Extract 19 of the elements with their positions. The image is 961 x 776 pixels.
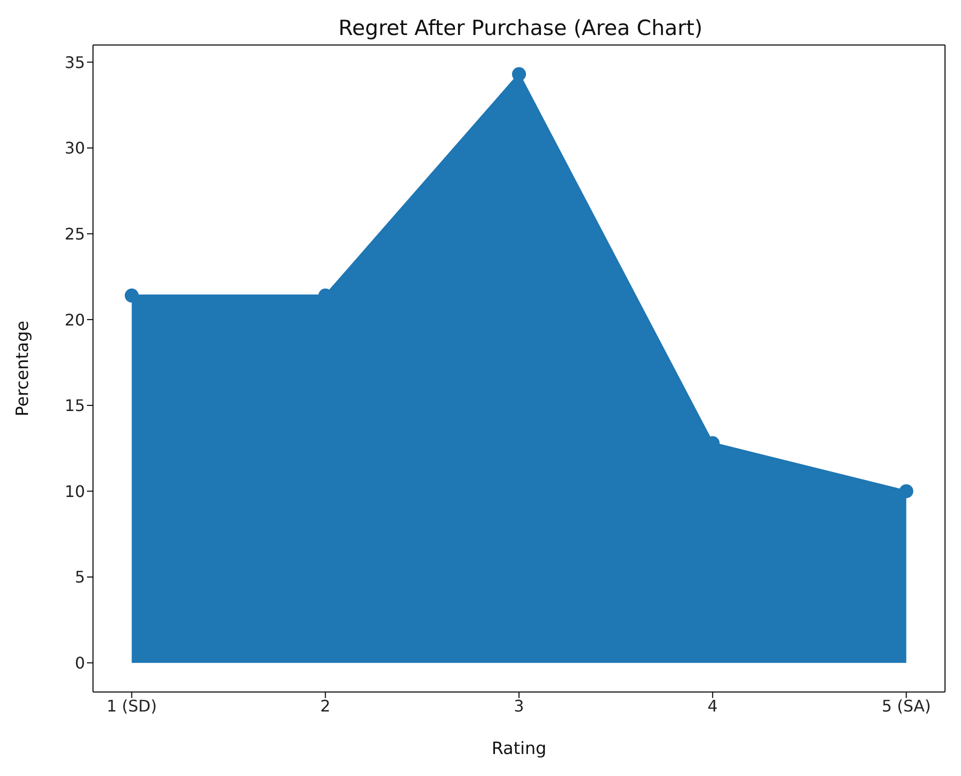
y-tick-label: 20: [64, 310, 85, 330]
chart-title: Regret After Purchase (Area Chart): [337, 15, 704, 40]
y-tick-label: 25: [64, 224, 85, 244]
y-tick-label: 35: [64, 52, 85, 72]
x-tick-label: 4: [708, 696, 718, 716]
x-tick-label: 5 (SA): [882, 696, 931, 716]
y-tick-label: 0: [74, 654, 85, 673]
y-axis-title: Percentage: [13, 320, 34, 416]
x-tick-label: 1 (SD): [106, 696, 157, 716]
point: [512, 67, 526, 82]
x-tick-label: 2: [320, 696, 330, 716]
x-axis-title: Rating: [492, 739, 546, 759]
point: [124, 288, 139, 303]
y-tick-label: 15: [64, 396, 85, 416]
y-tick-label: 30: [64, 138, 85, 158]
y-tick-label: 10: [64, 482, 85, 501]
x-tick-label: 3: [514, 696, 524, 716]
y-tick-label: 5: [74, 568, 85, 587]
point: [899, 484, 914, 498]
